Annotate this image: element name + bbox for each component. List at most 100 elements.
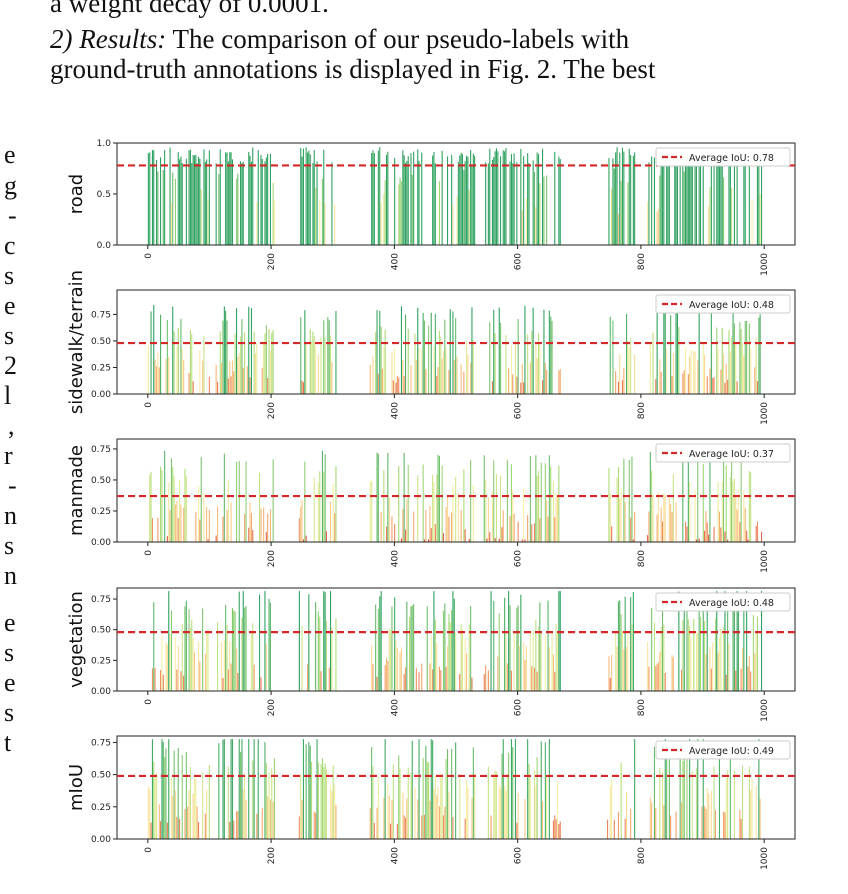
bar [483, 455, 485, 542]
x-tick-label: 800 [637, 402, 647, 419]
bar [169, 510, 171, 542]
bar [616, 477, 618, 542]
bar [742, 342, 744, 394]
bar [651, 156, 653, 245]
bar [470, 606, 472, 691]
plot-frame [116, 438, 796, 543]
bar [256, 342, 258, 394]
bar [428, 539, 430, 542]
bar [721, 481, 723, 542]
bar [161, 470, 163, 542]
y-tick-label: 0.25 [91, 363, 111, 373]
bar [253, 331, 255, 394]
bar [694, 351, 696, 394]
bar [483, 674, 485, 691]
bar [449, 309, 451, 394]
bar [725, 778, 727, 839]
bar [244, 514, 246, 542]
bar [750, 790, 752, 839]
bar [542, 380, 544, 394]
bar [739, 809, 741, 839]
bar [332, 765, 334, 839]
bar [747, 666, 749, 691]
bar [708, 206, 710, 245]
bar [245, 606, 247, 691]
bar [632, 539, 634, 542]
bar [664, 672, 666, 691]
bar [489, 532, 491, 542]
bar [325, 531, 327, 542]
bar [261, 159, 263, 245]
bar [176, 669, 178, 691]
bar [676, 148, 678, 245]
bar [384, 739, 386, 839]
bar [630, 337, 632, 394]
bar [682, 761, 684, 839]
bar [663, 148, 665, 245]
bar [437, 787, 439, 839]
bar [621, 380, 623, 394]
bar [559, 159, 561, 245]
legend-box [655, 443, 791, 463]
bar [485, 480, 487, 542]
bar [689, 162, 691, 245]
bar [498, 613, 500, 691]
bar [160, 466, 162, 542]
bar [430, 528, 432, 542]
bar [414, 787, 416, 839]
bar [542, 148, 544, 245]
bar [628, 148, 630, 245]
bar [536, 358, 538, 394]
bar [546, 500, 548, 542]
bar [208, 509, 210, 542]
bar [453, 360, 455, 394]
bar [248, 306, 250, 394]
bar [331, 627, 333, 691]
bar [613, 820, 615, 839]
bar [208, 376, 210, 394]
bar [221, 642, 223, 691]
bar [189, 330, 191, 394]
bar [241, 617, 243, 691]
bar [160, 157, 162, 245]
bar [724, 531, 726, 542]
bar [399, 177, 401, 245]
bar [405, 667, 407, 691]
bar [250, 308, 252, 394]
bar [685, 347, 687, 394]
bar [166, 644, 168, 691]
x-tick-label: 0 [144, 550, 154, 556]
bar [505, 148, 507, 245]
x-tick-label: 1000 [760, 402, 770, 425]
bar [328, 320, 330, 394]
bar [222, 739, 224, 839]
bar [702, 599, 704, 691]
bar [222, 516, 224, 542]
bar [497, 151, 499, 245]
bar [682, 150, 684, 245]
bar [183, 507, 185, 542]
bar [391, 606, 393, 691]
bar [520, 148, 522, 245]
bar [489, 321, 491, 394]
bar [238, 352, 240, 394]
bar [524, 799, 526, 839]
bar [690, 349, 692, 394]
bar [493, 309, 495, 394]
bar [206, 159, 208, 245]
bar [675, 502, 677, 542]
bar [512, 491, 514, 542]
bar [535, 785, 537, 839]
bar [230, 502, 232, 542]
bar [433, 151, 435, 245]
bar [457, 161, 459, 245]
bar [390, 629, 392, 691]
bar [687, 449, 689, 542]
bar [720, 628, 722, 691]
bar [502, 510, 504, 542]
bar [379, 311, 381, 394]
bar [151, 518, 153, 542]
bar [497, 656, 499, 691]
bar [461, 154, 463, 245]
